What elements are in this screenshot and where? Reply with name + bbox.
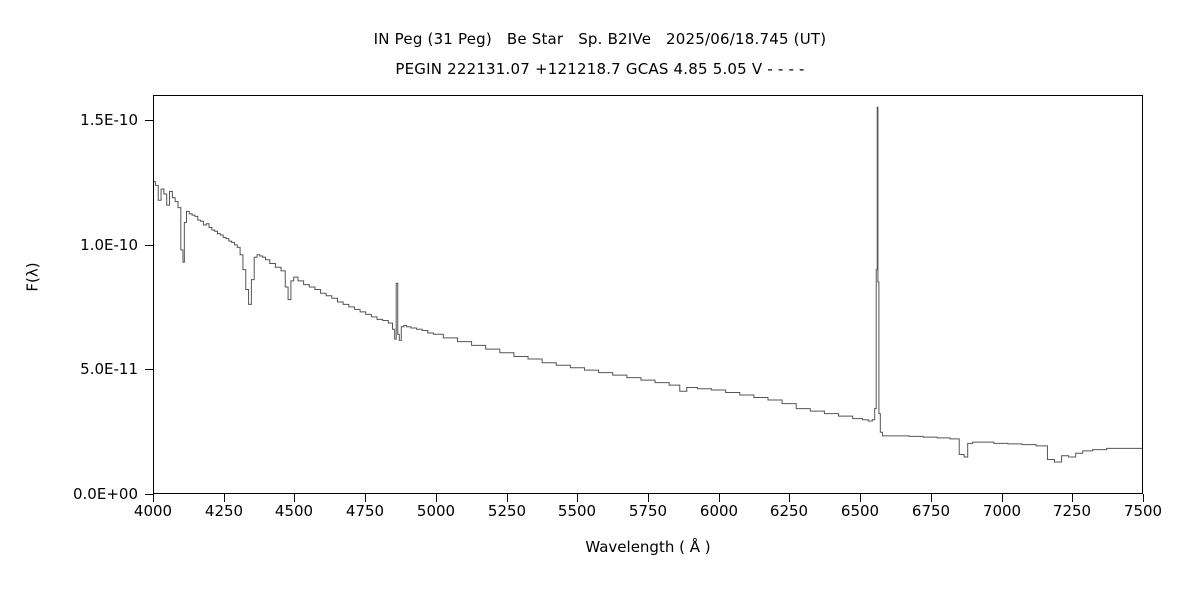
x-axis-tick-mark <box>507 494 508 502</box>
y-axis-tick-mark <box>145 494 154 495</box>
x-axis-tick-label: 4500 <box>274 502 314 520</box>
x-axis-tick-mark <box>789 494 790 502</box>
x-axis-tick-mark <box>860 494 861 502</box>
x-axis-tick-label: 5750 <box>628 502 668 520</box>
x-axis-tick-mark <box>1072 494 1073 502</box>
chart-title-line-2: PEGIN 222131.07 +121218.7 GCAS 4.85 5.05… <box>395 60 805 78</box>
x-axis-tick-label: 6250 <box>769 502 809 520</box>
x-axis-tick-label: 6500 <box>840 502 880 520</box>
x-axis-title: Wavelength ( Å ) <box>585 538 711 556</box>
x-axis-tick-label: 7250 <box>1052 502 1092 520</box>
x-axis-tick-mark <box>294 494 295 502</box>
x-axis-tick-label: 5500 <box>557 502 597 520</box>
y-axis-tick-label: 0.0E+00 <box>73 485 138 503</box>
x-axis-tick-label: 7500 <box>1123 502 1163 520</box>
x-axis-tick-label: 6000 <box>699 502 739 520</box>
x-axis-tick-mark <box>224 494 225 502</box>
x-axis-tick-mark <box>436 494 437 502</box>
y-axis-tick-label: 1.0E-10 <box>80 236 138 254</box>
x-axis-tick-label: 4000 <box>133 502 173 520</box>
y-axis-tick-label: 1.5E-10 <box>80 111 138 129</box>
plot-frame <box>153 95 1143 494</box>
chart-title-line-1: IN Peg (31 Peg) Be Star Sp. B2IVe 2025/0… <box>373 30 827 48</box>
spectrum-line-chart <box>154 96 1142 493</box>
x-axis-tick-mark <box>577 494 578 502</box>
y-axis-title: F(λ) <box>23 262 42 292</box>
x-axis-tick-mark <box>153 494 154 502</box>
x-axis-tick-mark <box>1143 494 1144 502</box>
spectrum-trace <box>154 107 1142 462</box>
x-axis-tick-label: 6750 <box>911 502 951 520</box>
x-axis-tick-mark <box>719 494 720 502</box>
y-axis-tick-mark <box>145 120 154 121</box>
x-axis-tick-label: 5250 <box>487 502 527 520</box>
x-axis-tick-label: 4250 <box>204 502 244 520</box>
x-axis-tick-label: 7000 <box>982 502 1022 520</box>
x-axis-tick-label: 5000 <box>416 502 456 520</box>
y-axis-tick-mark <box>145 369 154 370</box>
y-axis-tick-mark <box>145 245 154 246</box>
x-axis-tick-mark <box>1002 494 1003 502</box>
y-axis-tick-label: 5.0E-11 <box>80 360 138 378</box>
x-axis-tick-mark <box>365 494 366 502</box>
x-axis-tick-label: 4750 <box>345 502 385 520</box>
x-axis-tick-mark <box>931 494 932 502</box>
x-axis-tick-mark <box>648 494 649 502</box>
